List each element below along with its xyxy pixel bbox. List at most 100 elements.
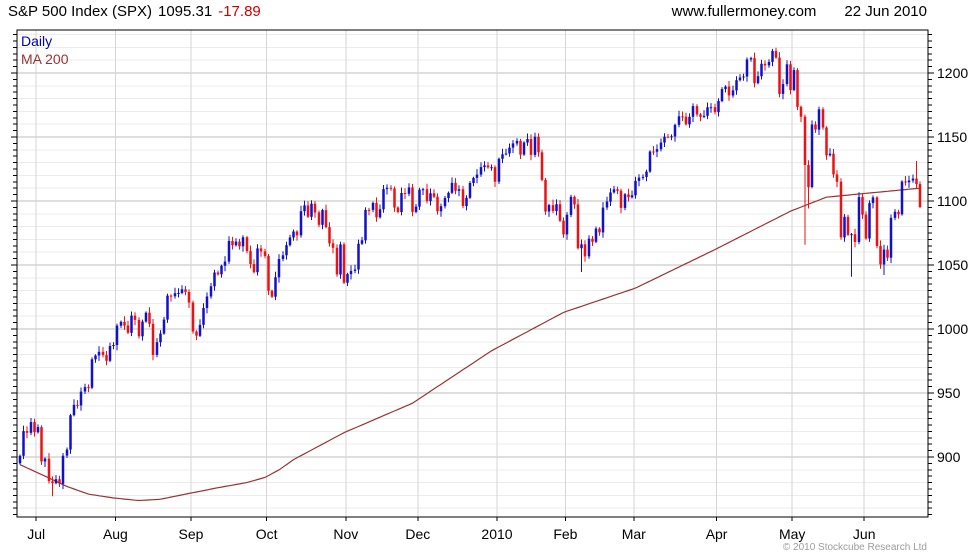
grid-month-vertical	[35, 30, 865, 517]
candle-body	[180, 289, 184, 293]
candle-body	[875, 197, 879, 246]
candle-body	[537, 136, 540, 153]
candle-body	[900, 181, 904, 215]
candle-body	[360, 240, 364, 244]
candle-body	[162, 319, 166, 334]
candle-body	[508, 147, 511, 154]
candle-body	[745, 59, 749, 77]
candle-body	[879, 246, 882, 265]
candle-body	[659, 142, 663, 150]
candle-body	[569, 196, 573, 215]
candle-body	[148, 312, 151, 324]
candle-body	[853, 234, 857, 242]
candle-body	[483, 165, 486, 168]
candle-body	[382, 189, 385, 210]
candle-body	[843, 216, 846, 238]
candle-body	[65, 449, 69, 456]
candle-body	[461, 189, 465, 206]
y-axis-label: 1150	[937, 129, 967, 145]
x-axis-label: Jun	[853, 526, 876, 542]
x-axis-label: Oct	[256, 526, 278, 542]
candle-body	[547, 205, 551, 212]
candle-body	[108, 346, 112, 361]
candle-body	[310, 203, 313, 217]
candle-body	[51, 481, 54, 484]
candle-body	[151, 323, 155, 355]
candle-body	[778, 57, 781, 94]
candle-body	[198, 324, 202, 336]
candle-body	[317, 212, 321, 225]
candle-body	[558, 204, 562, 221]
candle-body	[400, 193, 403, 212]
candle-body	[101, 351, 105, 356]
candle-body	[36, 427, 40, 433]
candle-body	[540, 152, 544, 180]
candle-body	[807, 165, 810, 188]
candle-body	[439, 206, 443, 212]
candle-body	[349, 270, 353, 275]
axis-ticks	[11, 34, 934, 521]
candle-body	[616, 189, 619, 191]
candle-body	[18, 455, 22, 464]
candle-body	[713, 107, 717, 113]
candle-body	[389, 187, 393, 189]
candle-body	[335, 247, 339, 275]
candle-body	[83, 387, 87, 392]
candle-body	[234, 241, 238, 246]
legend-ma200: MA 200	[21, 51, 69, 67]
header-right: www.fullermoney.com 22 Jun 2010	[672, 3, 927, 20]
candle-body	[511, 143, 515, 148]
x-axis-label: Sep	[179, 526, 204, 542]
website-label: www.fullermoney.com	[671, 3, 817, 20]
candle-body	[277, 259, 281, 278]
candle-body	[187, 292, 191, 303]
y-axis-label: 1000	[937, 321, 968, 337]
x-axis-label: Aug	[103, 526, 128, 542]
candle-body	[123, 321, 126, 326]
candle-body	[486, 165, 490, 168]
candle-body	[475, 174, 479, 178]
candle-body	[544, 179, 547, 212]
candle-body	[828, 153, 832, 156]
grid-minor-horizontal	[17, 34, 928, 509]
date-label: 22 Jun 2010	[844, 3, 927, 20]
candle-body	[641, 176, 645, 178]
candle-body	[450, 182, 454, 193]
candle-body	[202, 308, 205, 325]
candle-body	[479, 167, 483, 175]
candle-body	[882, 249, 886, 265]
candle-body	[385, 187, 389, 190]
candle-body	[396, 207, 400, 212]
candle-body	[832, 153, 835, 175]
candle-body	[731, 90, 735, 96]
candle-body	[367, 209, 371, 211]
candle-body	[403, 193, 407, 194]
candle-body	[666, 136, 670, 138]
chart-header: S&P 500 Index (SPX) 1095.31 -17.89	[8, 3, 261, 20]
y-axis-label: 1100	[937, 193, 967, 209]
candle-body	[605, 201, 609, 208]
candle-body	[677, 116, 681, 125]
candle-body	[918, 184, 922, 207]
candle-body	[735, 80, 738, 91]
candle-body	[580, 244, 583, 249]
candle-body	[591, 238, 594, 242]
candle-body	[378, 209, 382, 218]
candle-body	[241, 237, 245, 247]
candle-body	[652, 151, 655, 153]
candle-body	[573, 196, 576, 205]
candle-body	[619, 190, 623, 208]
candle-body	[465, 197, 468, 206]
x-axis-label: May	[779, 526, 805, 542]
candle-body	[292, 231, 295, 238]
candle-body	[22, 431, 25, 456]
legend-daily: Daily	[21, 33, 53, 49]
candle-body	[767, 61, 771, 66]
candle-body	[612, 189, 616, 193]
candle-body	[501, 154, 504, 159]
candle-body	[130, 315, 133, 333]
candle-body	[868, 203, 871, 239]
candle-body	[835, 174, 839, 182]
candle-body	[313, 203, 317, 213]
candle-body	[850, 234, 853, 236]
